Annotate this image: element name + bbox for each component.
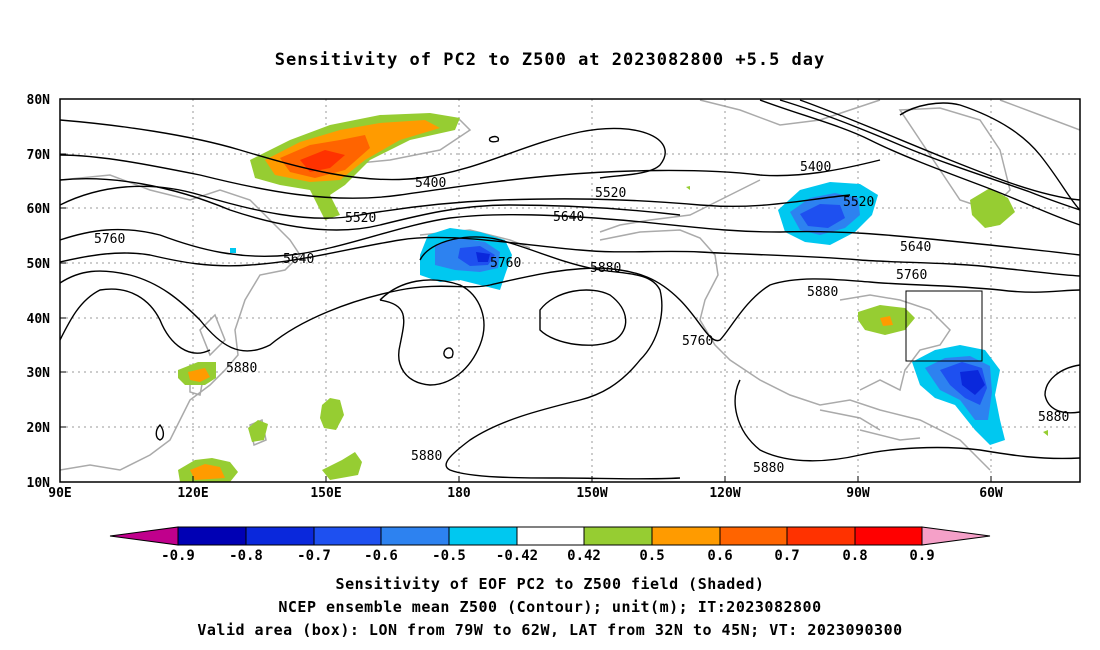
contour-label: 5640 [283, 252, 314, 267]
colorbar-tick-label: 0.42 [567, 548, 601, 564]
colorbar-segment [854, 526, 923, 546]
colorbar-tick-label: 0.6 [707, 548, 732, 564]
colorbar-segment [651, 526, 721, 546]
negative-sensitivity-shading [230, 182, 1005, 445]
contour-label: 5520 [843, 195, 874, 210]
contour-label: 5760 [896, 268, 927, 283]
lat-label: 40N [27, 312, 51, 327]
lon-label: 180 [447, 486, 471, 501]
colorbar-segment [177, 526, 247, 546]
lat-label: 20N [27, 421, 51, 436]
lon-label: 90E [48, 486, 71, 501]
contour-label: 5760 [490, 256, 521, 271]
lat-label: 70N [27, 148, 51, 163]
contour-label: 5400 [800, 160, 831, 175]
contour-label: 5400 [415, 176, 446, 191]
map-layer: 5400 5400 5520 5520 5520 5640 5640 5640 … [60, 99, 1080, 482]
colorbar-tick-label: 0.7 [774, 548, 799, 564]
colorbar-segment [245, 526, 315, 546]
colorbar-segment [380, 526, 450, 546]
colorbar-segment [786, 526, 856, 546]
caption-line-1: Sensitivity of EOF PC2 to Z500 field (Sh… [335, 575, 765, 593]
longitude-labels: 90E 120E 150E 180 150W 120W 90W 60W [48, 486, 1003, 501]
contour-label: 5640 [553, 210, 584, 225]
colorbar-high-triangle [921, 526, 991, 546]
contour-labels: 5400 5400 5520 5520 5520 5640 5640 5640 … [94, 160, 1069, 476]
colorbar-segment [448, 526, 518, 546]
lat-label: 60N [27, 202, 51, 217]
z500-contours [60, 99, 1080, 480]
colorbar-tick-label: -0.5 [432, 548, 466, 564]
lon-label: 90W [846, 486, 870, 501]
axis-ticks [60, 98, 992, 483]
lon-label: 60W [979, 486, 1003, 501]
lon-label: 150W [576, 486, 607, 501]
colorbar [109, 526, 991, 546]
colorbar-tick-label: -0.7 [297, 548, 331, 564]
lat-label: 50N [27, 257, 51, 272]
colorbar-labels: -0.9 -0.8 -0.7 -0.6 -0.5 -0.42 0.42 0.5 … [161, 548, 935, 564]
valid-area-box [905, 290, 983, 362]
contour-label: 5880 [590, 261, 621, 276]
colorbar-segment [583, 526, 653, 546]
contour-label: 5880 [411, 449, 442, 464]
caption-line-3: Valid area (box): LON from 79W to 62W, L… [197, 621, 903, 639]
colorbar-segment [313, 526, 382, 546]
colorbar-tick-label: -0.6 [364, 548, 398, 564]
contour-label: 5760 [94, 232, 125, 247]
lon-label: 120E [177, 486, 208, 501]
lon-label: 120W [709, 486, 740, 501]
colorbar-tick-label: 0.5 [639, 548, 664, 564]
contour-label: 5520 [345, 211, 376, 226]
contour-label: 5760 [682, 334, 713, 349]
plot-frame [59, 98, 1081, 483]
colorbar-segment [516, 526, 585, 546]
lat-label: 80N [27, 93, 51, 108]
contour-label: 5520 [595, 186, 626, 201]
contour-label: 5880 [1038, 410, 1069, 425]
colorbar-tick-label: 0.9 [909, 548, 934, 564]
colorbar-segment [719, 526, 788, 546]
contour-label: 5880 [807, 285, 838, 300]
colorbar-low-triangle [109, 526, 179, 546]
colorbar-tick-label: -0.9 [161, 548, 195, 564]
colorbar-tick-label: 0.8 [842, 548, 867, 564]
colorbar-tick-label: -0.42 [496, 548, 538, 564]
latitude-labels: 80N 70N 60N 50N 40N 30N 20N 10N [27, 93, 51, 491]
lat-label: 30N [27, 366, 51, 381]
lon-label: 150E [310, 486, 341, 501]
contour-label: 5880 [226, 361, 257, 376]
contour-label: 5640 [900, 240, 931, 255]
contour-label: 5880 [753, 461, 784, 476]
caption-line-2: NCEP ensemble mean Z500 (Contour); unit(… [278, 598, 822, 616]
chart-title: Sensitivity of PC2 to Z500 at 2023082800… [274, 50, 826, 70]
colorbar-tick-label: -0.8 [229, 548, 263, 564]
lat-label: 10N [27, 476, 51, 491]
